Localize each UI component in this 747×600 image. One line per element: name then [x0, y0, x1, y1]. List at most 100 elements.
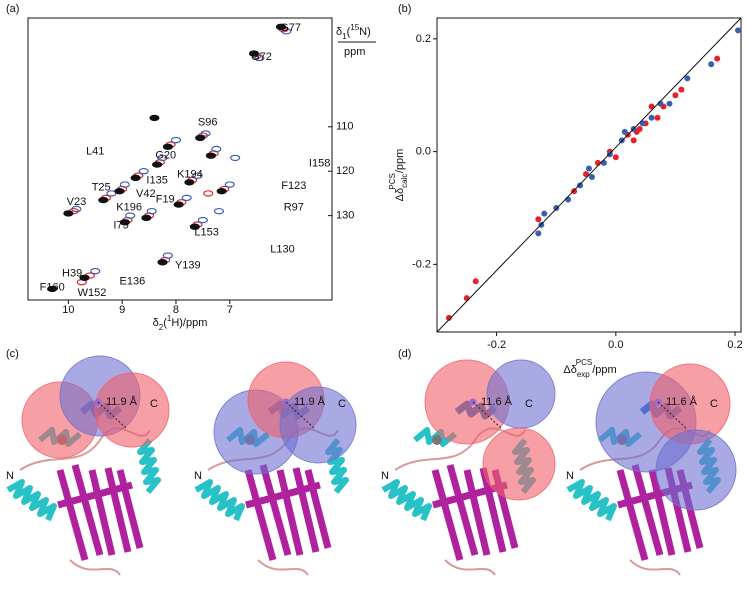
peak	[125, 212, 136, 219]
structures: 11.9 Å N C 11.9 Å N C 11.6 Å N C 11.6 Å N C	[6, 355, 737, 576]
y-axis-unit: ppm	[344, 46, 365, 58]
beta-strand	[292, 467, 320, 553]
peak	[141, 214, 152, 222]
peak-label: L153	[194, 226, 218, 238]
beta-strand	[276, 469, 304, 556]
peak-label: I135	[146, 174, 167, 186]
peak	[138, 168, 149, 175]
panel-label: (a)	[6, 3, 19, 15]
peak-label: T25	[92, 182, 111, 194]
x-axis-label: δ2(1H)/ppm	[153, 314, 208, 332]
beta-strand	[259, 464, 292, 556]
x-tick-label: 10	[62, 304, 74, 316]
peak	[205, 152, 217, 159]
peak-label: F123	[281, 180, 306, 192]
peak-label: K196	[116, 202, 142, 214]
metal-site	[432, 435, 442, 445]
point	[654, 114, 661, 121]
peak	[170, 136, 182, 144]
c-terminus: C	[150, 398, 158, 410]
peak	[192, 172, 203, 179]
y-tick-label: -0.2	[412, 258, 431, 270]
peak	[119, 181, 130, 188]
peak-label: V42	[136, 188, 156, 200]
point	[639, 120, 646, 127]
beta-strand	[616, 469, 649, 561]
peak	[189, 223, 200, 230]
point	[618, 137, 625, 144]
peak	[90, 267, 101, 275]
peak	[195, 134, 206, 142]
peak	[254, 54, 265, 62]
peak-label: I158	[309, 158, 330, 170]
peak	[197, 216, 208, 224]
peak-label: L41	[86, 146, 104, 158]
panel-label: (c)	[6, 348, 19, 360]
peak	[114, 187, 125, 195]
peak-label: I75	[113, 219, 128, 231]
beta-strand	[57, 481, 133, 509]
peak	[224, 181, 235, 188]
beta-strand	[245, 481, 321, 509]
peak-label: G77	[280, 22, 301, 34]
peak-label: L130	[270, 243, 294, 255]
point	[666, 100, 673, 107]
peak	[152, 161, 163, 168]
beta-strand	[71, 464, 104, 556]
n-terminus: N	[6, 470, 14, 482]
n-terminus: N	[194, 470, 202, 482]
point	[600, 159, 607, 166]
point	[565, 196, 572, 203]
peak	[162, 143, 173, 150]
protein-structure: 11.6 Å N C	[566, 363, 737, 576]
point	[586, 165, 592, 172]
peak-label: V23	[67, 196, 87, 208]
isosurface	[94, 372, 170, 448]
point	[714, 55, 721, 62]
c-terminus: C	[710, 398, 718, 410]
point	[621, 128, 628, 135]
distance-label: 11.9 Å	[106, 395, 138, 408]
point	[553, 204, 560, 211]
peak-label: K194	[177, 169, 203, 181]
peak	[79, 274, 90, 281]
c-terminus: C	[525, 398, 533, 410]
beta-strand	[244, 469, 277, 561]
y-tick-label: 110	[336, 121, 354, 133]
peak-label: Y139	[175, 259, 201, 271]
plot-frame	[27, 17, 333, 301]
x-axis-label: ΔδexpPCS/ppm	[563, 358, 616, 379]
x-tick-label: -0.2	[487, 339, 506, 351]
peak	[47, 285, 58, 293]
peak	[200, 130, 211, 137]
beta-strand	[104, 467, 132, 553]
point	[445, 314, 452, 321]
point	[577, 182, 584, 189]
distance-label: 11.6 Å	[481, 395, 513, 408]
protein-structure: 11.6 Å N C	[381, 359, 556, 576]
beta-strand	[631, 464, 664, 556]
point	[463, 295, 470, 302]
y-axis-label: ΔδcalcPCS/ppm	[388, 149, 409, 202]
distance-label: 11.9 Å	[294, 395, 326, 408]
protein-structure: 11.9 Å N C	[6, 355, 170, 576]
peak-label: G72	[251, 51, 272, 63]
point	[648, 114, 655, 121]
peak-label: F160	[40, 281, 65, 293]
isosurface	[655, 429, 737, 511]
beta-strand	[463, 469, 491, 556]
peak-label: R97	[284, 202, 304, 214]
n-terminus: N	[381, 470, 389, 482]
peak-label: H39	[62, 267, 82, 279]
peak	[149, 114, 160, 122]
peak	[162, 252, 173, 259]
distance-label: 11.6 Å	[666, 395, 698, 408]
x-tick-label: 0.0	[608, 339, 623, 351]
point	[583, 171, 590, 178]
point	[535, 216, 542, 223]
x-tick-label: 9	[119, 304, 125, 316]
peak	[130, 174, 141, 182]
helix	[137, 438, 161, 494]
beta-strand	[88, 469, 116, 556]
